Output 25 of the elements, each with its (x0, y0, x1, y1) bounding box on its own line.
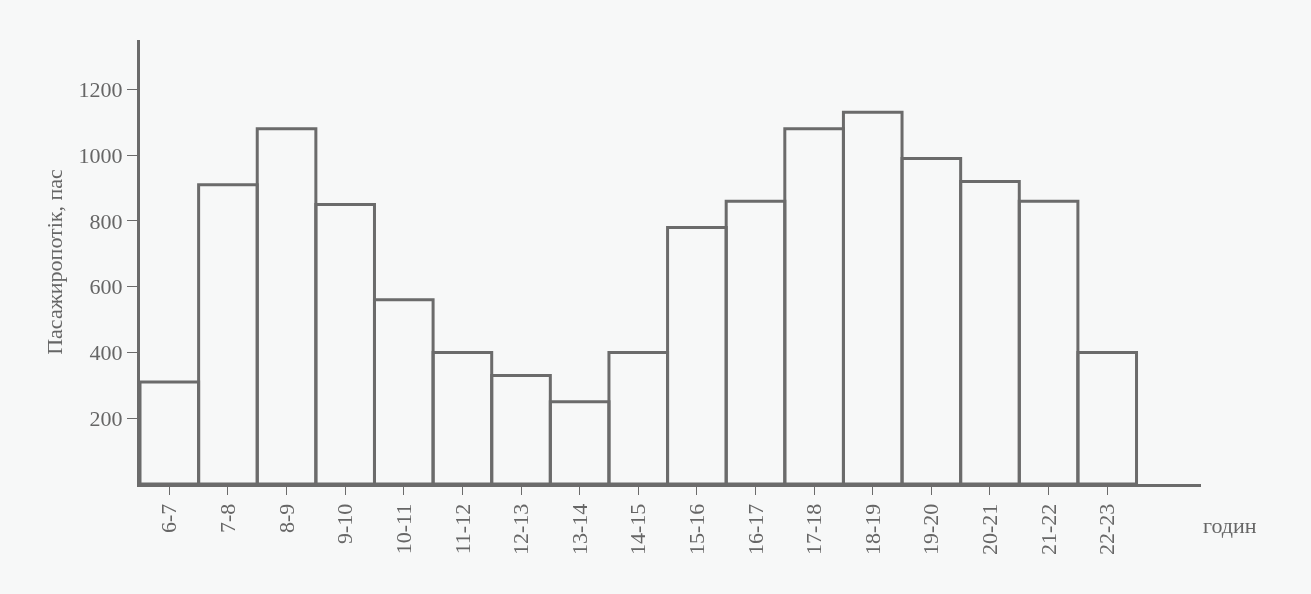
x-tick-label: 9-10 (332, 503, 358, 545)
y-tick-label: 600 (89, 274, 123, 300)
x-tick-label: 22-23 (1094, 503, 1120, 556)
x-tick-label: 20-21 (977, 503, 1003, 556)
y-tick-label: 200 (89, 405, 123, 431)
y-tick-label: 800 (89, 208, 123, 234)
x-axis-title: годин (1203, 513, 1257, 538)
y-tick-label: 1000 (78, 142, 123, 168)
x-tick-label: 8-9 (273, 503, 299, 534)
x-tick-label: 14-15 (625, 503, 651, 556)
y-axis-title: Пасажиропотік, пас (42, 168, 68, 355)
x-tick-label: 15-16 (684, 503, 710, 556)
x-tick-label: 18-19 (859, 503, 885, 556)
x-tick-label: 21-22 (1035, 503, 1061, 556)
x-tick-label: 17-18 (801, 503, 827, 556)
y-tick-label: 400 (89, 340, 123, 366)
x-tick-label: 13-14 (566, 503, 592, 556)
x-tick-label: 10-11 (390, 503, 416, 555)
y-tick-label: 1200 (78, 77, 123, 103)
x-tick-label: 11-12 (449, 503, 475, 555)
x-tick-label: 16-17 (742, 503, 768, 556)
x-tick-label: 12-13 (508, 503, 534, 556)
x-tick-label: 19-20 (918, 503, 944, 556)
x-tick-label: 6-7 (156, 503, 182, 534)
x-tick-label: 7-8 (215, 503, 241, 534)
